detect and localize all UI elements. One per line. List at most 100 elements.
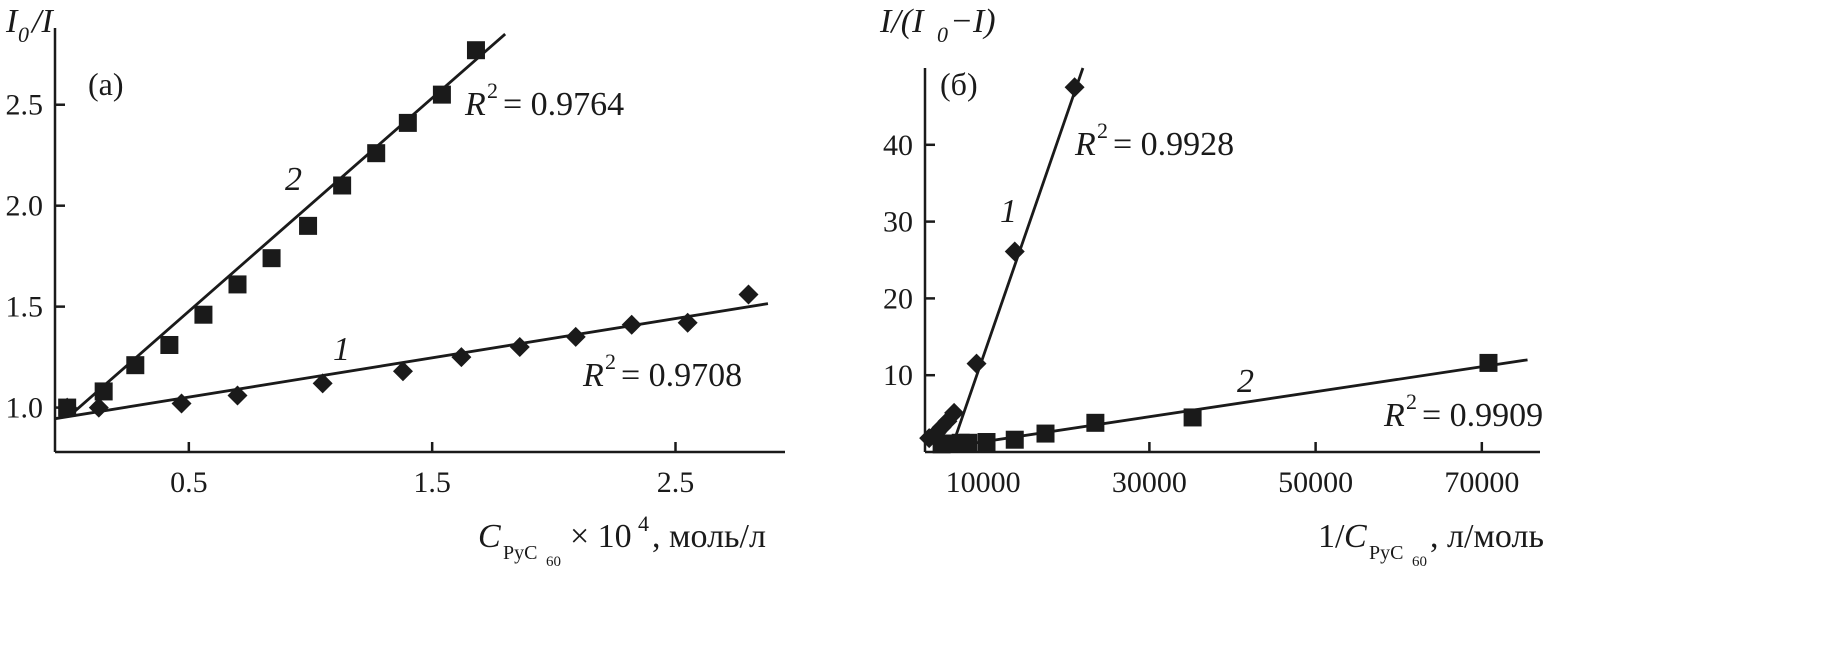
data-point-series-2 [367, 144, 386, 163]
y-tick-label: 1.0 [6, 392, 44, 425]
r2-symbol: R [1074, 126, 1096, 163]
data-point-series-2 [160, 335, 179, 354]
y-tick-label: 2.5 [6, 89, 44, 122]
x-title-units: , моль/л [652, 518, 766, 555]
r2-value: = 0.9928 [1113, 126, 1234, 163]
panel-b-x-title: 1/ C PyC 60 , л/моль [1318, 518, 1544, 570]
data-point-series-1 [1064, 77, 1085, 98]
data-point-series-1 [392, 361, 413, 382]
y-tick-label: 10 [883, 359, 913, 392]
x-title-units: , л/моль [1430, 518, 1544, 555]
data-point-series-2 [262, 249, 281, 268]
panel-b-y-title-sub0: 0 [937, 22, 948, 47]
data-point-series-2 [432, 85, 451, 104]
x-title-one-over: 1/ [1318, 518, 1345, 555]
panel-a: I 0 /I 1.0 1.5 2.0 2.5 0.5 1.5 2.5 (a) 2 1 R … [5, 3, 785, 570]
x-title-sub-pyc: PyC [1369, 542, 1403, 564]
data-point-series-2 [398, 113, 417, 132]
x-tick-label: 30000 [1112, 466, 1187, 499]
data-point-series-2 [1479, 353, 1498, 372]
panel-a-markers [57, 41, 759, 418]
x-tick-label: 70000 [1444, 466, 1519, 499]
x-tick-label: 2.5 [657, 466, 695, 499]
panel-a-series-2-label: 2 [285, 161, 302, 198]
r2-value: = 0.9909 [1422, 397, 1543, 434]
panel-b-y-title: I/(I 0 −I) [879, 3, 996, 47]
data-point-series-1 [1004, 241, 1025, 262]
data-point-series-2 [58, 398, 77, 417]
r2-symbol: R [582, 357, 604, 394]
panel-a-y-title-rest: /I [30, 3, 54, 40]
panel-b-series-1-label: 1 [1000, 193, 1017, 230]
data-point-series-2 [194, 305, 213, 324]
panel-a-y-ticks: 1.0 1.5 2.0 2.5 [6, 89, 65, 425]
panel-a-r2-series-1: R 2 = 0.9708 [582, 349, 742, 394]
panel-b-r2-series-2: R 2 = 0.9909 [1383, 389, 1543, 434]
data-point-series-1 [312, 373, 333, 394]
fit-line-series-1 [54, 302, 769, 421]
data-point-series-1 [738, 284, 759, 305]
x-title-c: C [1344, 518, 1367, 555]
data-point-series-2 [1086, 413, 1105, 432]
data-point-series-1 [944, 402, 965, 423]
panel-b-markers [919, 77, 1498, 454]
data-point-series-2 [466, 41, 485, 60]
panel-a-series-1-label: 1 [333, 331, 350, 368]
data-point-series-1 [621, 314, 642, 335]
panel-b-label: (б) [940, 66, 978, 102]
r2-exponent: 2 [1097, 118, 1108, 143]
data-point-series-1 [509, 337, 530, 358]
panel-b-x-ticks: 10000 30000 50000 70000 [946, 442, 1519, 499]
panel-a-label: (a) [88, 66, 124, 102]
panel-b-series-2-label: 2 [1237, 363, 1254, 400]
y-tick-label: 1.5 [6, 291, 44, 324]
panel-a-r2-series-2: R 2 = 0.9764 [464, 78, 624, 123]
panel-b-y-title-a: I/(I [879, 3, 925, 40]
r2-symbol: R [464, 86, 486, 123]
panel-b-y-ticks: 10 20 30 40 [883, 129, 935, 392]
panel-a-x-ticks: 0.5 1.5 2.5 [170, 442, 694, 499]
data-point-series-2 [333, 176, 352, 195]
r2-symbol: R [1383, 397, 1405, 434]
data-point-series-2 [228, 275, 247, 294]
panel-b-y-title-b: −I) [950, 3, 996, 40]
data-point-series-2 [299, 216, 318, 235]
data-point-series-2 [1036, 424, 1055, 443]
data-point-series-2 [126, 356, 145, 375]
panel-a-x-title: C PyC 60 × 10 4 , моль/л [478, 511, 766, 570]
r2-exponent: 2 [605, 349, 616, 374]
data-point-series-1 [565, 326, 586, 347]
r2-value: = 0.9708 [621, 357, 742, 394]
y-tick-label: 2.0 [6, 190, 44, 223]
x-title-sub-60: 60 [546, 554, 561, 570]
data-point-series-1 [451, 347, 472, 368]
data-point-series-2 [94, 382, 113, 401]
x-title-exp: 4 [638, 511, 649, 536]
data-point-series-2 [1183, 408, 1202, 427]
panel-b-r2-series-1: R 2 = 0.9928 [1074, 118, 1234, 163]
panel-a-y-title: I 0 /I [5, 3, 54, 47]
r2-value: = 0.9764 [503, 86, 624, 123]
data-point-series-1 [171, 393, 192, 414]
data-point-series-1 [88, 397, 109, 418]
r2-exponent: 2 [487, 78, 498, 103]
x-tick-label: 10000 [946, 466, 1021, 499]
data-point-series-2 [977, 433, 996, 452]
y-tick-label: 40 [883, 129, 913, 162]
x-title-sub-60: 60 [1412, 554, 1427, 570]
x-title-times: × 10 [570, 518, 632, 555]
data-point-series-2 [1005, 430, 1024, 449]
data-point-series-2 [959, 433, 978, 452]
panel-a-y-title-i0: I [5, 3, 19, 40]
x-tick-label: 1.5 [413, 466, 451, 499]
x-title-c: C [478, 518, 501, 555]
y-tick-label: 30 [883, 206, 913, 239]
data-point-series-1 [966, 353, 987, 374]
x-tick-label: 0.5 [170, 466, 208, 499]
y-tick-label: 20 [883, 282, 913, 315]
x-tick-label: 50000 [1278, 466, 1353, 499]
x-title-sub-pyc: PyC [503, 542, 537, 564]
data-point-series-1 [227, 385, 248, 406]
